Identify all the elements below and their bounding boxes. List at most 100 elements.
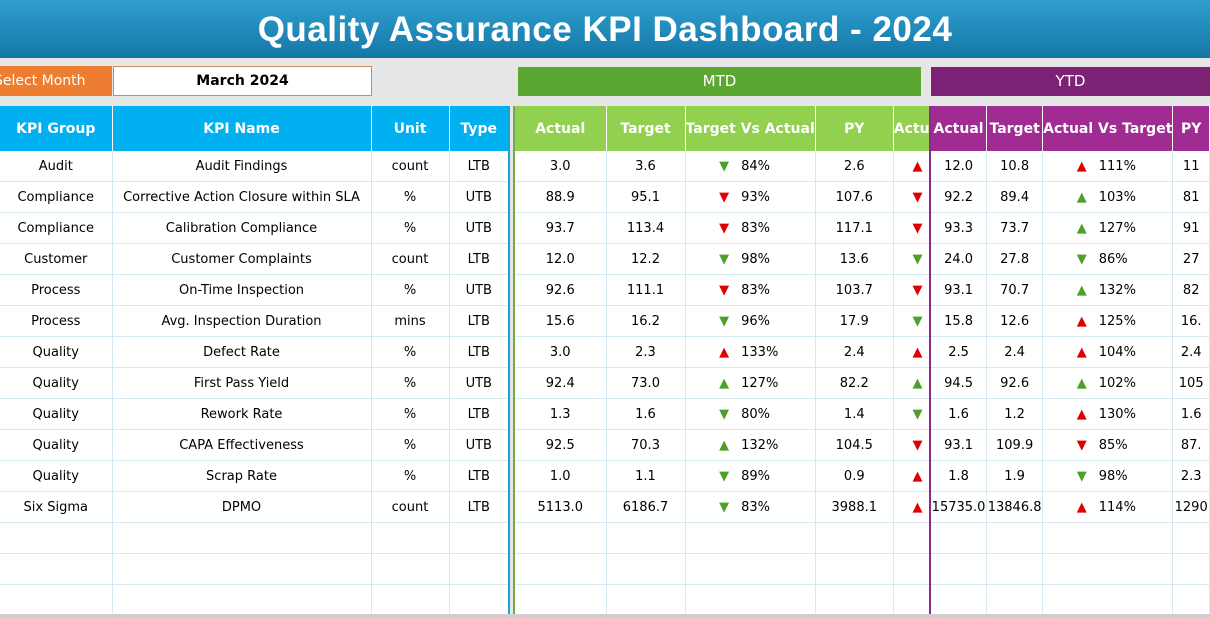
- empty-cell: [449, 584, 510, 616]
- table-row: [930, 522, 1210, 554]
- table-row: Process On-Time Inspection% UTB: [0, 274, 510, 306]
- mtd-target-vs-actual-cell: ▼ 84%: [685, 151, 816, 182]
- kpi-group: Process: [0, 274, 113, 306]
- ytd-header-3: PY: [1172, 106, 1210, 151]
- ytd-actual: 93.1: [930, 274, 988, 306]
- ytd-actual-vs-target-value: 102%: [1098, 375, 1136, 391]
- mtd-py: 13.6: [815, 243, 894, 275]
- empty-cell: [371, 584, 450, 616]
- empty-cell: [112, 584, 372, 616]
- kpi-unit: %: [371, 274, 450, 306]
- triangle-down-icon: ▼: [912, 282, 923, 298]
- table-row: Audit Audit Findings count LTB: [0, 151, 510, 182]
- triangle-up-icon: ▲: [1076, 499, 1087, 515]
- ytd-actual: 1.8: [930, 460, 988, 492]
- triangle-down-icon: ▼: [912, 189, 923, 205]
- kpi-name: DPMO: [112, 491, 372, 523]
- empty-cell: [685, 522, 816, 554]
- ytd-py: 91: [1172, 212, 1210, 244]
- mtd-target: 1.1: [606, 460, 686, 492]
- table-row: 1.01.1▼89%0.9▲110%: [514, 460, 995, 492]
- ytd-actual: 93.1: [930, 429, 988, 461]
- triangle-down-icon: ▼: [719, 189, 730, 205]
- table-row: 93.3 73.7 ▲ 127% 91: [930, 212, 1210, 244]
- ytd-actual-vs-target-cell: ▼ 86%: [1042, 243, 1174, 275]
- kpi-name: Customer Complaints: [112, 243, 372, 275]
- kpi-unit: %: [371, 429, 450, 461]
- mtd-target: 16.2: [606, 305, 686, 337]
- table-row: 1.31.6▼80%1.4▼91%: [514, 398, 995, 430]
- table-row: Compliance Corrective Action Closure with…: [0, 181, 510, 213]
- empty-cell: [986, 553, 1044, 585]
- kpi-header-1: KPI Name: [112, 106, 372, 151]
- table-row: Process Avg. Inspection Duration mins LTB: [0, 305, 510, 337]
- ytd-actual-vs-target-cell: ▲ 125%: [1042, 305, 1174, 337]
- select-month-dropdown[interactable]: March 2024: [113, 66, 372, 96]
- kpi-type: LTB: [449, 491, 510, 523]
- mtd-header-0: Actual: [514, 106, 607, 151]
- kpi-type: LTB: [449, 243, 510, 275]
- ytd-actual-vs-target-value: 111%: [1098, 158, 1136, 174]
- empty-cell: [930, 584, 988, 616]
- kpi-name: Defect Rate: [112, 336, 372, 368]
- table-row: [0, 522, 510, 554]
- kpi-group: Quality: [0, 398, 113, 430]
- ytd-actual-vs-target-value: 85%: [1098, 437, 1128, 453]
- table-row: Quality First Pass Yield% UTB: [0, 367, 510, 399]
- empty-cell: [0, 584, 113, 616]
- triangle-down-icon: ▼: [719, 282, 730, 298]
- ytd-target: 1.9: [986, 460, 1044, 492]
- mtd-target: 6186.7: [606, 491, 686, 523]
- kpi-unit: %: [371, 212, 450, 244]
- ytd-actual-vs-target-value: 130%: [1098, 406, 1136, 422]
- empty-cell: [371, 522, 450, 554]
- empty-cell: [815, 553, 894, 585]
- ytd-actual-vs-target-value: 98%: [1098, 468, 1128, 484]
- empty-cell: [449, 553, 510, 585]
- triangle-down-icon: ▼: [1076, 437, 1087, 453]
- empty-cell: [371, 553, 450, 585]
- ytd-actual: 24.0: [930, 243, 988, 275]
- empty-cell: [112, 522, 372, 554]
- table-row: Quality Scrap Rate% LTB: [0, 460, 510, 492]
- mtd-actual: 3.0: [514, 336, 607, 368]
- mtd-target-vs-actual-value: 89%: [741, 468, 771, 484]
- mtd-target: 3.6: [606, 151, 686, 182]
- ytd-actual-vs-target-value: 114%: [1098, 499, 1136, 515]
- mtd-target: 111.1: [606, 274, 686, 306]
- ytd-py: 27: [1172, 243, 1210, 275]
- table-row: [930, 553, 1210, 585]
- ytd-py: 2.3: [1172, 460, 1210, 492]
- kpi-group: Quality: [0, 336, 113, 368]
- mtd-target-vs-actual-value: 83%: [741, 282, 771, 298]
- mtd-target-vs-actual-cell: ▲ 132%: [685, 429, 816, 461]
- mtd-target-vs-actual-value: 133%: [741, 344, 779, 360]
- table-row: [514, 584, 995, 616]
- kpi-group: Process: [0, 305, 113, 337]
- ytd-py: 1290: [1172, 491, 1210, 523]
- ytd-actual-vs-target-cell: ▲ 104%: [1042, 336, 1174, 368]
- ytd-actual-vs-target-value: 125%: [1098, 313, 1136, 329]
- mtd-target-vs-actual-value: 98%: [741, 251, 771, 267]
- triangle-up-icon: ▲: [1076, 158, 1087, 174]
- triangle-up-icon: ▲: [1076, 406, 1087, 422]
- empty-cell: [930, 553, 988, 585]
- ytd-actual-vs-target-cell: ▲ 111%: [1042, 151, 1174, 182]
- table-row: Compliance Calibration Compliance% UTB: [0, 212, 510, 244]
- mtd-py: 1.4: [815, 398, 894, 430]
- ytd-target: 2.4: [986, 336, 1044, 368]
- mtd-actual: 1.0: [514, 460, 607, 492]
- table-row: Customer Customer Complaints count LTB: [0, 243, 510, 275]
- table-row: 3.02.3▲133%2.4▲123%: [514, 336, 995, 368]
- triangle-down-icon: ▼: [719, 158, 730, 174]
- ytd-actual-vs-target-value: 86%: [1098, 251, 1128, 267]
- table-row: 93.1 109.9 ▼ 85% 87.: [930, 429, 1210, 461]
- empty-cell: [1172, 522, 1210, 554]
- kpi-type: UTB: [449, 429, 510, 461]
- table-row: [514, 553, 995, 585]
- table-row: 24.0 27.8 ▼ 86% 27: [930, 243, 1210, 275]
- table-row: 15.8 12.6 ▲ 125% 16.: [930, 305, 1210, 337]
